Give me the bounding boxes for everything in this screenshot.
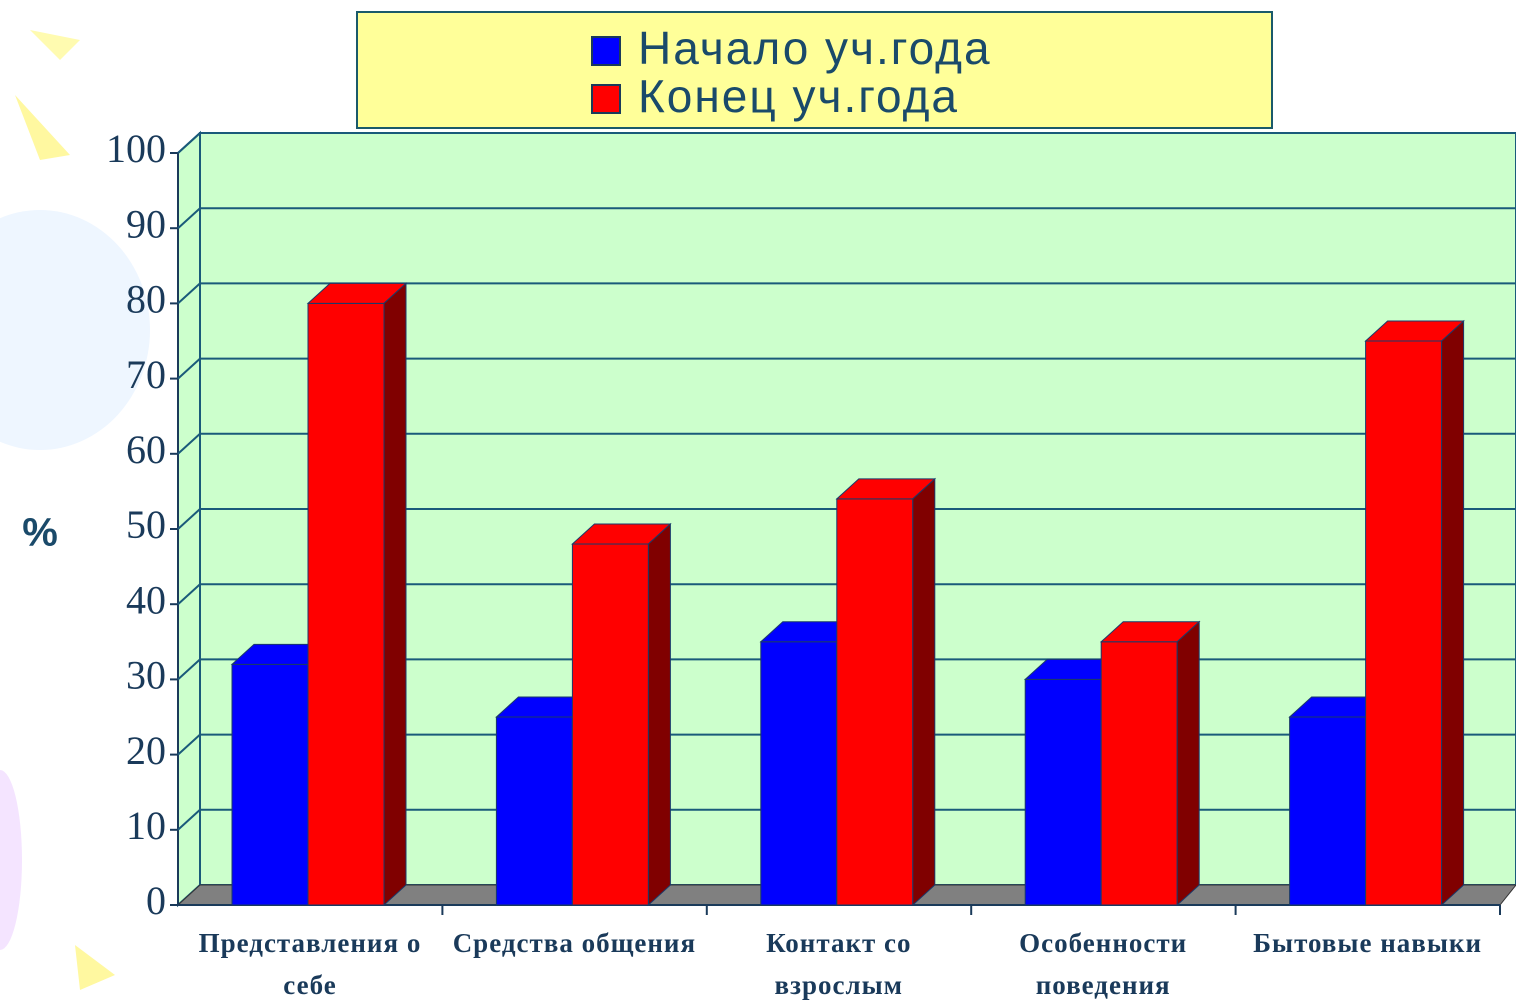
x-tick-label: Представления о себе bbox=[178, 922, 442, 1006]
y-tick-label: 40 bbox=[126, 577, 166, 622]
y-axis-label: % bbox=[22, 511, 58, 555]
bar-side bbox=[913, 479, 935, 905]
chart: % 0 10 20 30 40 50 60 70 80 90 100 Начало уч.годаКо… bbox=[0, 0, 1516, 1002]
y-tick-label: 30 bbox=[126, 653, 166, 698]
x-tick-label: Бытовые навыки bbox=[1236, 922, 1500, 964]
bar bbox=[496, 717, 572, 905]
bar-side bbox=[1442, 321, 1464, 905]
y-tick-label: 50 bbox=[126, 502, 166, 547]
bar bbox=[1101, 642, 1177, 905]
y-tick-label: 10 bbox=[126, 803, 166, 848]
bar bbox=[837, 499, 913, 905]
x-tick-label: Средства общения bbox=[442, 922, 706, 964]
x-tick-label: Контакт со взрослым bbox=[707, 922, 971, 1006]
y-tick-label: 20 bbox=[126, 728, 166, 773]
legend-label: Начало уч.года bbox=[638, 22, 992, 74]
bar bbox=[1366, 341, 1442, 905]
y-tick-label: 90 bbox=[126, 201, 166, 246]
x-tick-label: Особенности поведения bbox=[971, 922, 1235, 1006]
y-tick-label: 100 bbox=[106, 126, 166, 171]
y-tick-label: 70 bbox=[126, 352, 166, 397]
decoration bbox=[0, 770, 22, 950]
legend-swatch bbox=[592, 85, 620, 113]
y-tick-label: 80 bbox=[126, 277, 166, 322]
bar-side bbox=[648, 524, 670, 905]
y-tick-label: 0 bbox=[146, 878, 166, 923]
decoration bbox=[30, 30, 80, 60]
decoration bbox=[15, 95, 70, 160]
bar bbox=[1025, 679, 1101, 905]
bar bbox=[1290, 717, 1366, 905]
y-tick-label: 60 bbox=[126, 427, 166, 472]
bar bbox=[761, 642, 837, 905]
bar-side bbox=[1177, 622, 1199, 905]
legend-label: Конец уч.года bbox=[638, 70, 959, 122]
bar bbox=[308, 303, 384, 905]
bar bbox=[232, 664, 308, 905]
legend-swatch bbox=[592, 37, 620, 65]
bar bbox=[572, 544, 648, 905]
page: {"chart_data": {"type": "bar", "y_label"… bbox=[0, 0, 1516, 1002]
bar-side bbox=[384, 283, 406, 905]
decoration bbox=[75, 945, 115, 990]
